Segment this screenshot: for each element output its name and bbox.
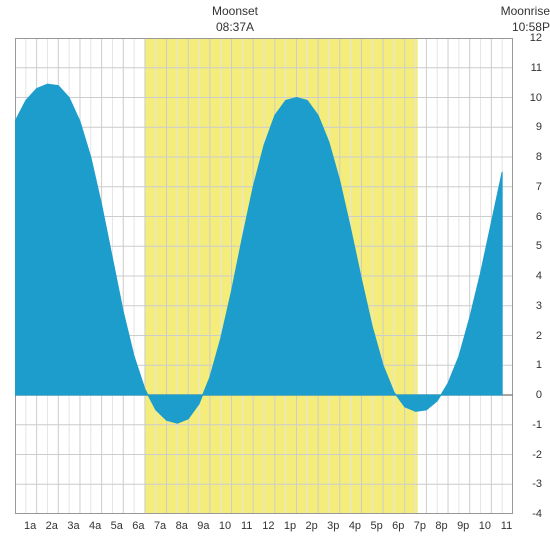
x-tick-label: 7a	[154, 520, 166, 532]
y-tick-label: 0	[517, 389, 542, 401]
y-tick-label: 3	[517, 300, 542, 312]
y-tick-label: 6	[517, 211, 542, 223]
x-tick-label: 8p	[435, 520, 447, 532]
x-tick-label: 1p	[284, 520, 296, 532]
x-tick-label: 2a	[46, 520, 58, 532]
y-tick-label: 10	[517, 92, 542, 104]
moonset-label: Moonset 08:37A	[210, 4, 260, 35]
y-tick-label: 9	[517, 121, 542, 133]
x-tick-label: 6p	[392, 520, 404, 532]
y-tick-label: -3	[517, 478, 542, 490]
y-tick-label: -4	[517, 508, 542, 520]
y-tick-label: 8	[517, 151, 542, 163]
y-tick-label: 5	[517, 240, 542, 252]
x-tick-label: 3p	[327, 520, 339, 532]
y-tick-label: 4	[517, 270, 542, 282]
x-tick-label: 9p	[457, 520, 469, 532]
y-tick-label: 2	[517, 330, 542, 342]
moonrise-title: Moonrise	[501, 4, 550, 20]
x-tick-label: 5p	[370, 520, 382, 532]
x-tick-label: 5a	[111, 520, 123, 532]
x-tick-label: 10	[479, 520, 491, 532]
x-tick-label: 6a	[132, 520, 144, 532]
x-tick-label: 11	[241, 520, 252, 532]
y-tick-label: 7	[517, 181, 542, 193]
chart-svg	[15, 38, 513, 514]
x-tick-label: 2p	[306, 520, 318, 532]
y-tick-label: -2	[517, 449, 542, 461]
x-tick-label: 12	[262, 520, 274, 532]
x-tick-label: 1a	[24, 520, 36, 532]
plot-area	[15, 38, 513, 514]
moonrise-label: Moonrise 10:58P	[501, 4, 550, 35]
x-tick-label: 7p	[414, 520, 426, 532]
moonset-title: Moonset	[210, 4, 260, 20]
tide-chart: Moonset 08:37A Moonrise 10:58P -4 -3 -2 -1 0…	[0, 0, 550, 550]
x-tick-label: 8a	[176, 520, 188, 532]
y-tick-label: 11	[517, 62, 542, 74]
y-tick-label: 1	[517, 359, 542, 371]
x-tick-label: 3a	[67, 520, 79, 532]
moonset-time: 08:37A	[210, 20, 260, 36]
x-tick-label: 9a	[197, 520, 209, 532]
x-tick-label: 11	[501, 520, 512, 532]
x-tick-label: 4p	[349, 520, 361, 532]
x-tick-label: 4a	[89, 520, 101, 532]
x-tick-label: 10	[219, 520, 231, 532]
y-tick-label: 12	[517, 32, 542, 44]
y-tick-label: -1	[517, 419, 542, 431]
